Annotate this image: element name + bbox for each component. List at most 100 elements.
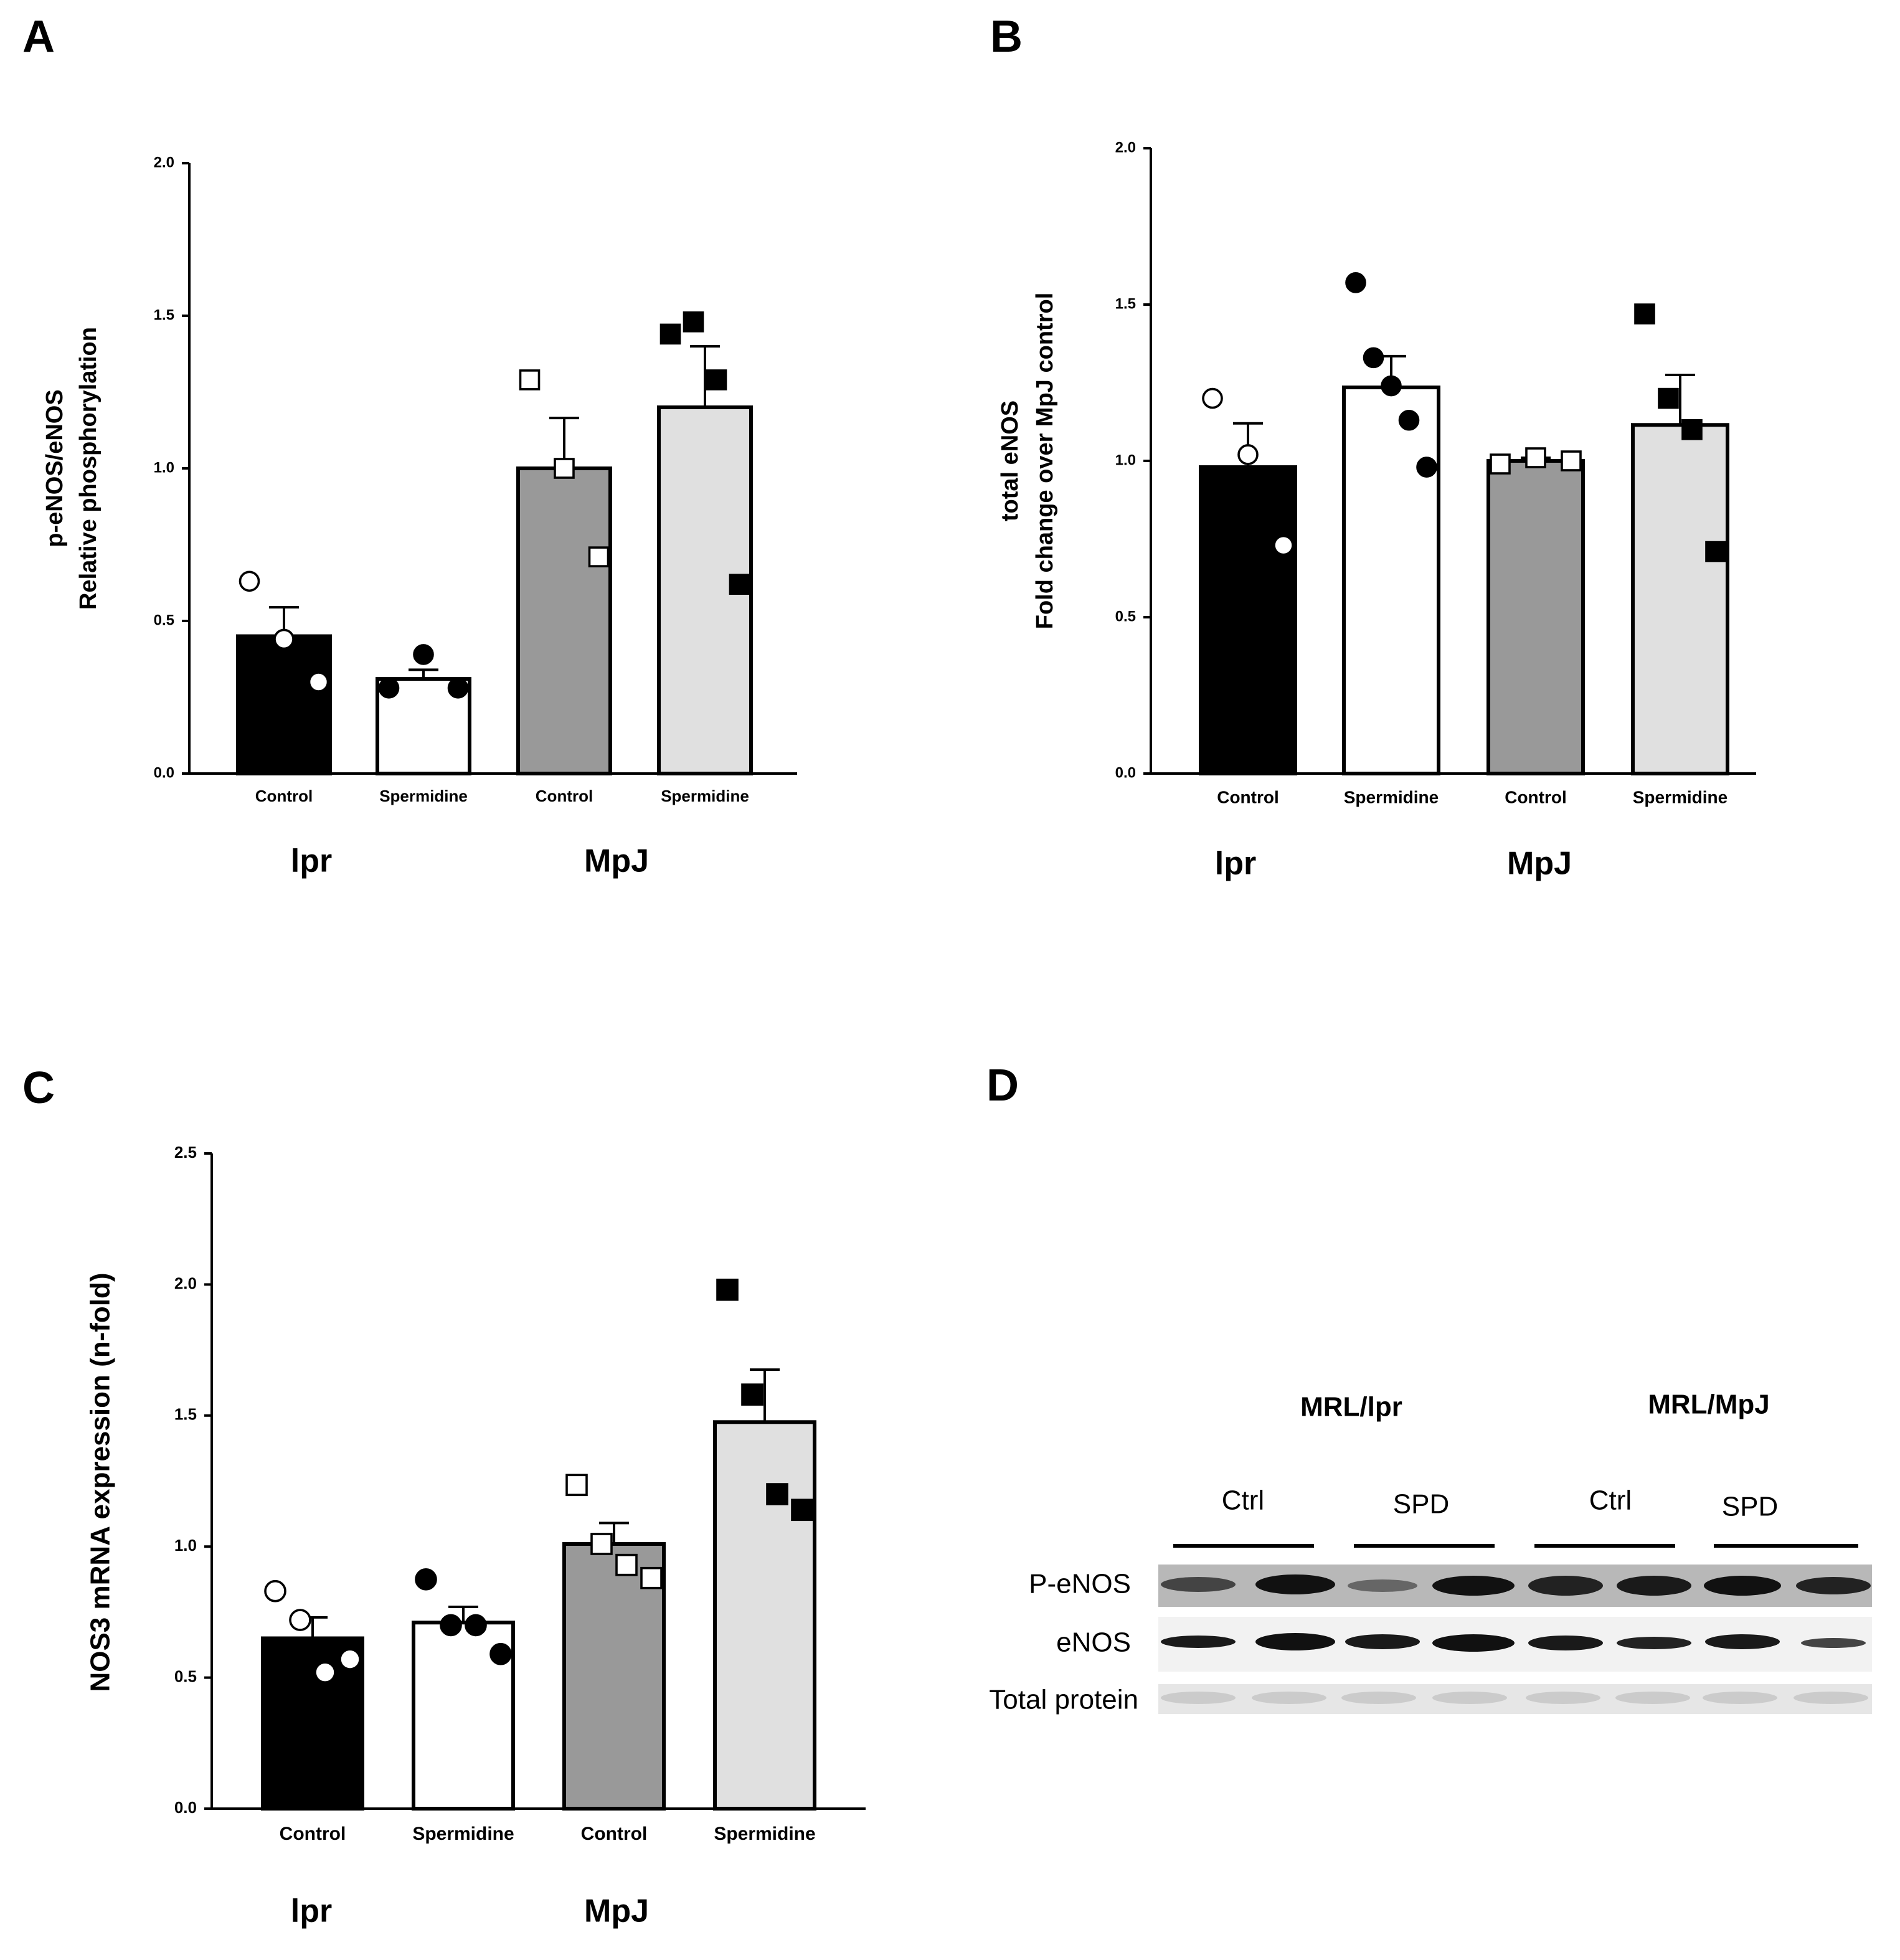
y-tick-label: 1.5 bbox=[174, 1405, 197, 1424]
data-point bbox=[1490, 453, 1511, 475]
data-point bbox=[741, 1383, 763, 1406]
western-blot: MRL/lpr MRL/MpJ Ctrl SPD Ctrl SPD P-eNOS… bbox=[989, 1390, 1872, 1715]
y-tick-label: 1.0 bbox=[1115, 452, 1136, 468]
y-tick-label: 1.5 bbox=[154, 306, 174, 323]
band bbox=[1528, 1636, 1603, 1650]
y-axis-label: Relative phosphorylation bbox=[75, 327, 102, 610]
x-tick-label: Spermidine bbox=[412, 1824, 514, 1844]
chart: p-eNOS/eNOS Relative phosphorylation 0.0 0.… bbox=[42, 154, 797, 879]
y-tick-label: 2.5 bbox=[174, 1143, 197, 1162]
y-tick-label: 1.0 bbox=[154, 459, 174, 476]
blot-lane: Ctrl bbox=[1589, 1485, 1632, 1516]
x-tick-label: Spermidine bbox=[714, 1824, 815, 1844]
y-tick-label: 2.0 bbox=[174, 1274, 197, 1292]
chart: NOS3 mRNA expression (n-fold) 0.0 0.5 1.0 1.… bbox=[85, 1143, 866, 1929]
band bbox=[1252, 1692, 1326, 1704]
band bbox=[1161, 1636, 1236, 1648]
blot-lane: SPD bbox=[1393, 1489, 1449, 1520]
bar bbox=[1631, 423, 1729, 775]
data-point bbox=[659, 323, 681, 345]
band bbox=[1528, 1576, 1603, 1596]
group-label: lpr bbox=[291, 1893, 332, 1929]
blot-lane: SPD bbox=[1722, 1492, 1778, 1522]
data-point bbox=[683, 311, 704, 333]
band bbox=[1432, 1692, 1507, 1704]
blot-lane: Ctrl bbox=[1222, 1485, 1264, 1516]
x-tick-label: Spermidine bbox=[1344, 787, 1439, 807]
group-label: lpr bbox=[291, 843, 332, 879]
band bbox=[1432, 1634, 1515, 1652]
band bbox=[1161, 1692, 1236, 1704]
data-point bbox=[615, 1553, 638, 1576]
x-tick-label: Spermidine bbox=[379, 787, 468, 805]
data-point bbox=[791, 1498, 813, 1522]
data-point bbox=[440, 1614, 462, 1637]
y-axis-label: Fold change over MpJ control bbox=[1032, 293, 1058, 630]
band bbox=[1703, 1692, 1777, 1704]
blot-row: Total protein bbox=[989, 1685, 1138, 1715]
data-point bbox=[1561, 450, 1582, 471]
band bbox=[1705, 1634, 1780, 1649]
blot-row: eNOS bbox=[1056, 1627, 1131, 1658]
y-tick-label: 0.0 bbox=[1115, 764, 1136, 781]
data-point bbox=[339, 1648, 361, 1670]
band bbox=[1348, 1579, 1417, 1592]
band bbox=[1526, 1692, 1600, 1704]
data-point bbox=[716, 1279, 739, 1301]
data-point bbox=[1681, 419, 1703, 440]
y-tick-label: 0.0 bbox=[154, 764, 174, 781]
band bbox=[1794, 1692, 1868, 1704]
band bbox=[1345, 1634, 1420, 1649]
band bbox=[1617, 1637, 1691, 1649]
bar bbox=[1342, 386, 1440, 775]
panel-label: D bbox=[986, 1061, 1019, 1110]
y-axis-label: NOS3 mRNA expression (n-fold) bbox=[85, 1272, 116, 1692]
y-tick-label: 0.0 bbox=[174, 1798, 197, 1817]
data-point bbox=[413, 644, 434, 665]
x-tick-label: Control bbox=[1505, 787, 1567, 807]
blot-row: P-eNOS bbox=[1029, 1569, 1131, 1599]
data-point bbox=[588, 546, 610, 567]
data-point bbox=[1202, 387, 1223, 409]
y-tick-label: 2.0 bbox=[154, 154, 174, 171]
data-point bbox=[590, 1533, 613, 1555]
data-point bbox=[489, 1642, 512, 1665]
y-tick-label: 0.5 bbox=[174, 1667, 197, 1685]
bar bbox=[713, 1420, 816, 1811]
data-point bbox=[308, 671, 329, 693]
data-point bbox=[378, 678, 400, 699]
band bbox=[1161, 1577, 1236, 1592]
x-tick-label: Control bbox=[536, 787, 593, 805]
x-tick-label: Control bbox=[1217, 787, 1279, 807]
x-tick-label: Control bbox=[581, 1824, 648, 1844]
data-point bbox=[565, 1474, 588, 1497]
blot-group: MRL/lpr bbox=[1300, 1392, 1402, 1423]
bands-total bbox=[1161, 1692, 1868, 1704]
group-label: MpJ bbox=[584, 1893, 649, 1929]
data-point bbox=[264, 1579, 286, 1603]
band bbox=[1255, 1574, 1335, 1594]
y-tick-label: 0.5 bbox=[1115, 608, 1136, 625]
band bbox=[1341, 1692, 1416, 1704]
x-tick-label: Spermidine bbox=[1633, 787, 1727, 807]
data-point bbox=[766, 1483, 788, 1505]
x-tick-label: Spermidine bbox=[661, 787, 749, 805]
data-point bbox=[447, 678, 469, 699]
group-label: MpJ bbox=[1507, 846, 1572, 882]
x-tick-label: Control bbox=[255, 787, 313, 805]
data-point bbox=[1345, 272, 1366, 293]
data-point bbox=[1416, 457, 1437, 478]
panel-label: C bbox=[22, 1063, 55, 1113]
y-tick-label: 1.5 bbox=[1115, 295, 1136, 312]
bands-eNOS bbox=[1161, 1633, 1866, 1652]
y-tick-label: 1.0 bbox=[174, 1536, 197, 1555]
bar bbox=[1486, 459, 1585, 775]
y-axis-label: total eNOS bbox=[997, 400, 1023, 521]
data-point bbox=[465, 1614, 487, 1637]
data-point bbox=[1658, 387, 1679, 409]
y-tick-label: 0.5 bbox=[154, 612, 174, 628]
data-point bbox=[273, 628, 295, 650]
data-point bbox=[239, 570, 260, 592]
data-point bbox=[1398, 409, 1420, 431]
